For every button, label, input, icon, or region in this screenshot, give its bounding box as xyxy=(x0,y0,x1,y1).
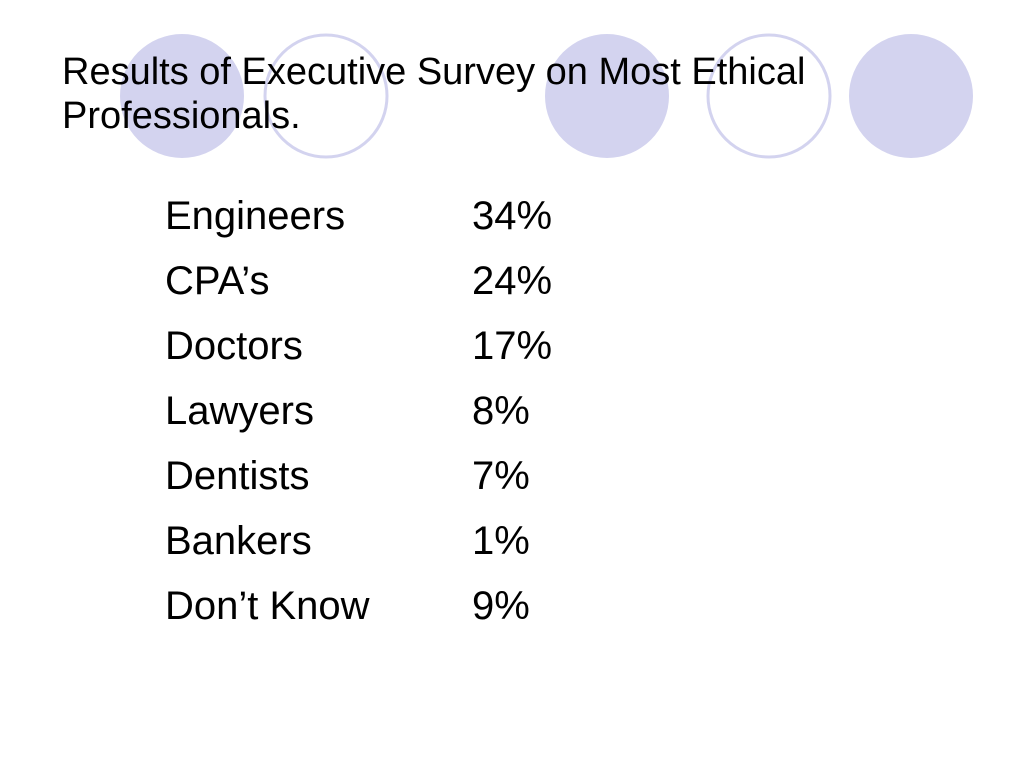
percentage-value: 24% xyxy=(472,259,553,303)
percentage-value: 17% xyxy=(472,324,553,368)
result-row: Lawyers 8% xyxy=(165,379,665,444)
profession-label: Engineers xyxy=(165,194,346,238)
result-row: Bankers 1% xyxy=(165,509,665,574)
profession-label: Lawyers xyxy=(165,389,314,433)
results-list: Engineers 34% CPA’s 24% Doctors 17% Lawy… xyxy=(165,184,665,639)
profession-label: Dentists xyxy=(165,454,310,498)
percentage-value: 7% xyxy=(472,454,530,498)
profession-label: Doctors xyxy=(165,324,303,368)
filled-circle xyxy=(120,34,244,158)
percentage-value: 34% xyxy=(472,194,553,238)
profession-label: Bankers xyxy=(165,519,312,563)
result-row: Dentists 7% xyxy=(165,444,665,509)
percentage-value: 8% xyxy=(472,389,530,433)
result-row: Engineers 34% xyxy=(165,184,665,249)
filled-circle xyxy=(849,34,973,158)
result-row: Don’t Know 9% xyxy=(165,574,665,639)
slide-title: Results of Executive Survey on Most Ethi… xyxy=(62,51,806,137)
decorative-circles xyxy=(120,33,973,159)
percentage-value: 1% xyxy=(472,519,530,563)
filled-circle xyxy=(545,34,669,158)
outline-circle xyxy=(706,33,832,159)
profession-label: Don’t Know xyxy=(165,584,370,628)
profession-label: CPA’s xyxy=(165,259,270,303)
outline-circle xyxy=(263,33,389,159)
result-row: Doctors 17% xyxy=(165,314,665,379)
percentage-value: 9% xyxy=(472,584,530,628)
result-row: CPA’s 24% xyxy=(165,249,665,314)
